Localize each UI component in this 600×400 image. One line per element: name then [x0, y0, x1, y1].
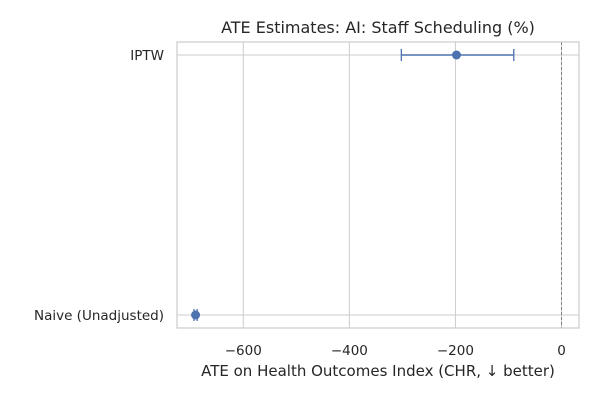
- x-tick-labels: −600 −400 −200 0: [225, 343, 566, 359]
- plot-frame-border: [176, 41, 580, 329]
- y-tick-labels: IPTW Naive (Unadjusted): [34, 48, 164, 324]
- x-tick-label-0: −600: [225, 343, 262, 359]
- x-tick-label-2: −200: [437, 343, 474, 359]
- plot-frame: [176, 41, 580, 329]
- x-tick-label-3: 0: [557, 343, 566, 359]
- y-tick-label-0: IPTW: [130, 48, 164, 64]
- chart-title: ATE Estimates: AI: Staff Scheduling (%): [221, 18, 535, 37]
- data-marks: [191, 49, 515, 321]
- x-axis-label: ATE on Health Outcomes Index (CHR, ↓ bet…: [201, 362, 555, 380]
- y-tick-label-1: Naive (Unadjusted): [34, 308, 164, 324]
- x-tick-label-1: −400: [331, 343, 368, 359]
- point-iptw: [451, 50, 461, 60]
- gridlines: [177, 42, 579, 328]
- point-naive-unadjusted: [191, 310, 201, 320]
